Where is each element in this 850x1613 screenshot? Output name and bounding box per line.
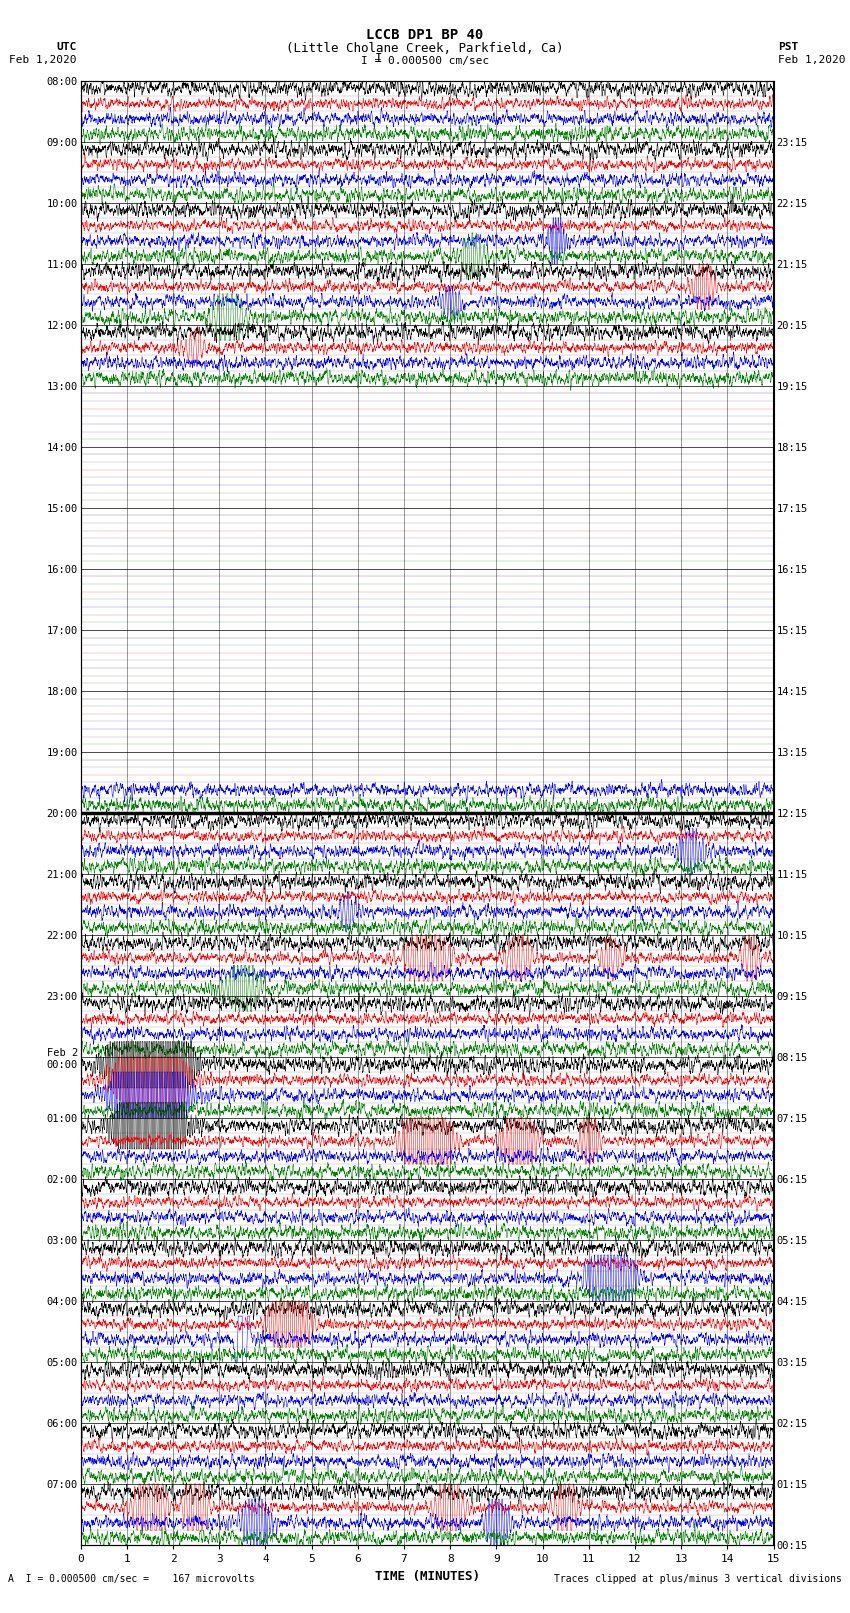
Text: A  I = 0.000500 cm/sec =    167 microvolts: A I = 0.000500 cm/sec = 167 microvolts — [8, 1574, 255, 1584]
Text: Feb 1,2020: Feb 1,2020 — [778, 55, 845, 65]
Text: (Little Cholane Creek, Parkfield, Ca): (Little Cholane Creek, Parkfield, Ca) — [286, 42, 564, 55]
Text: Traces clipped at plus/minus 3 vertical divisions: Traces clipped at plus/minus 3 vertical … — [553, 1574, 842, 1584]
Text: I = 0.000500 cm/sec: I = 0.000500 cm/sec — [361, 56, 489, 66]
Text: LCCB DP1 BP 40: LCCB DP1 BP 40 — [366, 27, 484, 42]
Text: PST: PST — [778, 42, 798, 52]
Text: I: I — [375, 52, 383, 65]
Text: Feb 1,2020: Feb 1,2020 — [9, 55, 76, 65]
Text: UTC: UTC — [56, 42, 76, 52]
X-axis label: TIME (MINUTES): TIME (MINUTES) — [375, 1569, 479, 1582]
